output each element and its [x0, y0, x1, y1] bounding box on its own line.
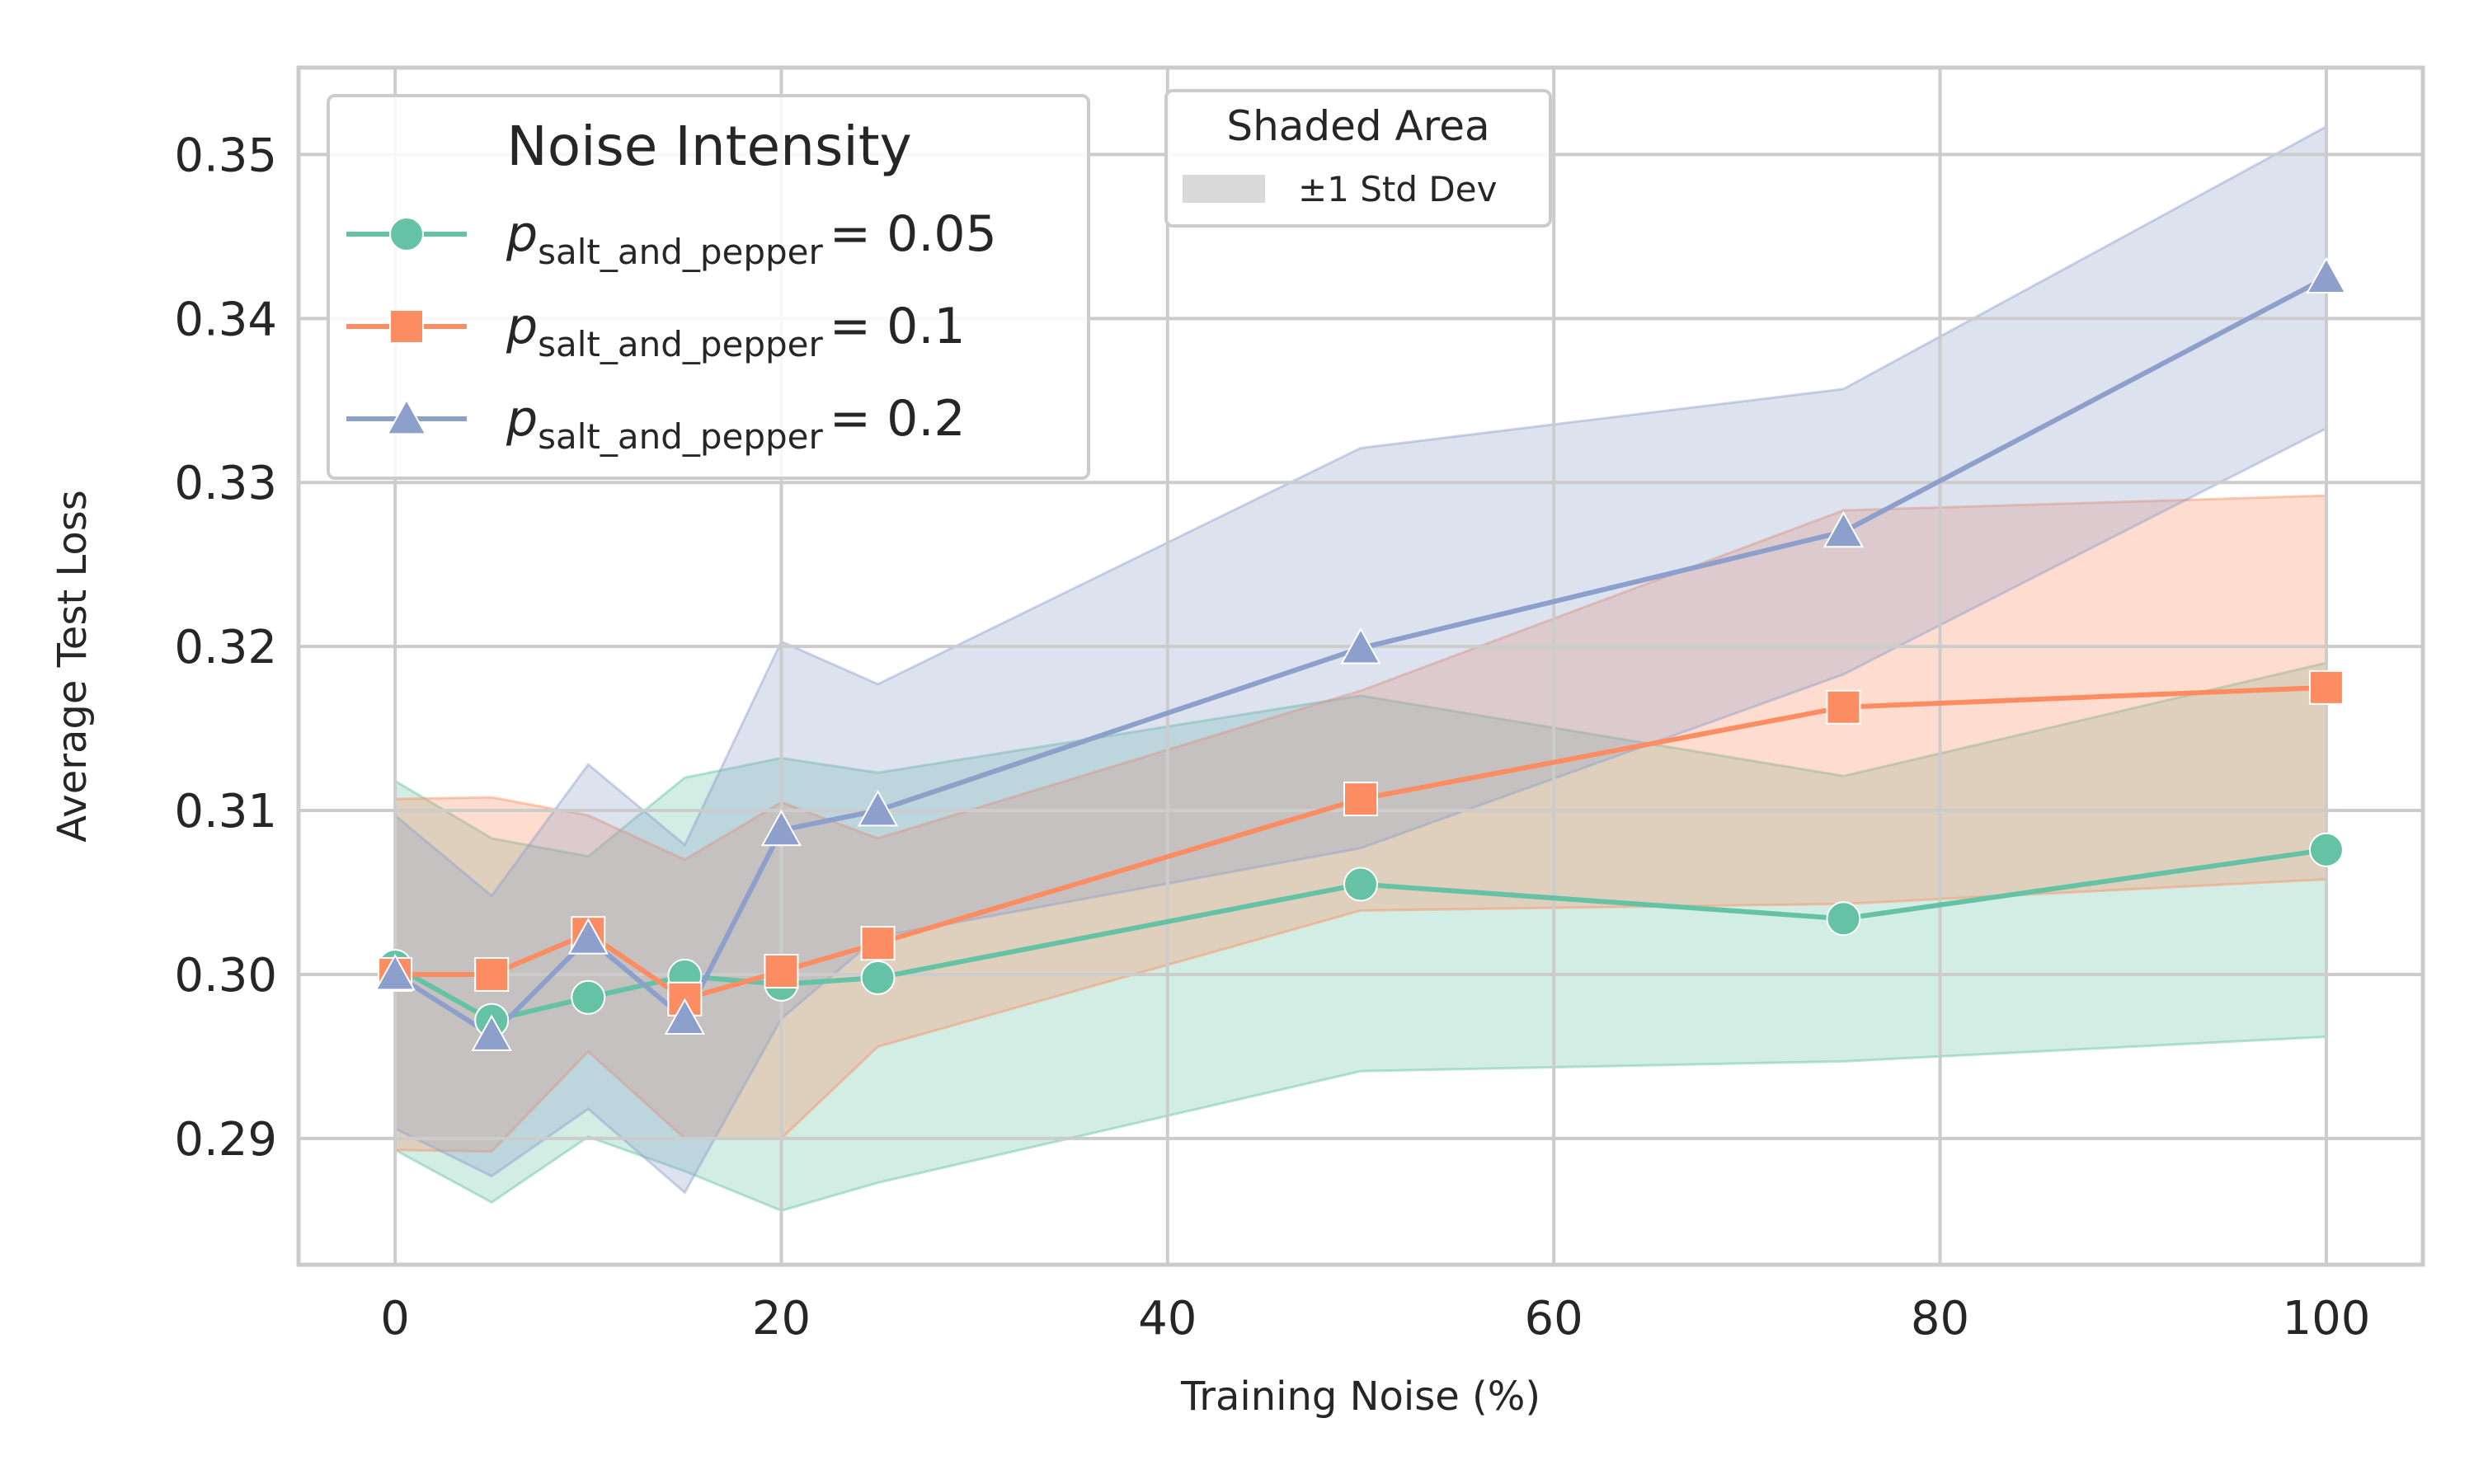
y-tick-label: 0.35	[174, 129, 277, 182]
data-point-triangle	[567, 918, 609, 955]
legend-label-main: p	[506, 205, 538, 263]
legend-marker	[389, 217, 424, 251]
data-point-triangle	[1340, 627, 1381, 665]
y-tick-label: 0.32	[174, 621, 277, 674]
data-point-triangle	[2306, 256, 2347, 294]
legend-label-sub: salt_and_pepper	[538, 324, 823, 364]
data-point-triangle	[471, 1014, 512, 1051]
data-point-circle	[2308, 832, 2344, 867]
legend-entry: psalt_and_pepper = 0.2	[346, 390, 966, 457]
y-tick-label: 0.30	[174, 949, 277, 1003]
x-tick-label: 20	[752, 1292, 811, 1345]
legend-label: psalt_and_pepper = 0.2	[506, 390, 966, 457]
legend-entry: psalt_and_pepper = 0.05	[346, 205, 997, 272]
series-markers	[374, 256, 2347, 1051]
legend-entry: psalt_and_pepper = 0.1	[346, 298, 966, 364]
shade-legend-title: Shaded Area	[1226, 102, 1489, 150]
x-tick-label: 100	[2282, 1292, 2370, 1345]
legend-label-value: = 0.2	[830, 390, 966, 448]
legend-noise-intensity: Noise Intensity psalt_and_pepper = 0.05ps…	[327, 94, 1090, 480]
data-point-square	[764, 953, 799, 989]
legend-box	[327, 94, 1090, 480]
data-point-circle	[860, 960, 896, 995]
legend-label-main: p	[506, 390, 538, 448]
data-point-circle	[1826, 901, 1861, 937]
x-tick-label: 60	[1525, 1292, 1583, 1345]
data-point-triangle	[760, 809, 802, 847]
y-axis-label: Average Test Loss	[49, 490, 96, 842]
legend-label-value: = 0.05	[830, 205, 997, 263]
legend-label-sub: salt_and_pepper	[538, 232, 823, 272]
data-point-square	[860, 926, 896, 961]
legend-label-sub: salt_and_pepper	[538, 416, 823, 457]
legend-label: psalt_and_pepper = 0.05	[506, 205, 997, 272]
x-tick-label: 0	[380, 1292, 410, 1345]
legend-label-value: = 0.1	[830, 298, 966, 355]
legend-marker	[386, 397, 427, 435]
data-point-circle	[1343, 866, 1378, 902]
data-point-circle	[571, 979, 606, 1015]
data-point-square	[2308, 669, 2344, 705]
legend-marker	[389, 309, 424, 344]
y-tick-label: 0.31	[174, 785, 277, 838]
x-tick-label: 40	[1138, 1292, 1197, 1345]
data-point-triangle	[374, 953, 416, 991]
x-tick-labels: 0 20 40 60 80 100	[380, 1292, 2370, 1345]
legend-title: Noise Intensity	[506, 115, 911, 178]
x-axis-label: Training Noise (%)	[1180, 1374, 1540, 1420]
shade-legend-swatch	[1183, 175, 1265, 203]
data-point-triangle	[857, 789, 899, 827]
data-point-square	[474, 956, 510, 992]
legend-label-main: p	[506, 298, 538, 355]
y-tick-label: 0.34	[174, 293, 277, 346]
legend-shaded-area: Shaded Area ±1 Std Dev	[1164, 89, 1552, 228]
data-point-triangle	[664, 998, 706, 1036]
data-point-triangle	[1823, 510, 1865, 548]
y-tick-label: 0.33	[174, 457, 277, 510]
y-tick-labels: 0.29 0.30 0.31 0.32 0.33 0.34 0.35	[174, 129, 277, 1166]
shade-legend-entry: ±1 Std Dev	[1298, 169, 1497, 209]
x-tick-label: 80	[1911, 1292, 1969, 1345]
legend-label: psalt_and_pepper = 0.1	[506, 298, 966, 364]
plot-frame	[296, 65, 2425, 1267]
y-tick-label: 0.29	[174, 1113, 277, 1167]
data-point-square	[1826, 689, 1861, 725]
data-point-square	[1343, 782, 1378, 817]
